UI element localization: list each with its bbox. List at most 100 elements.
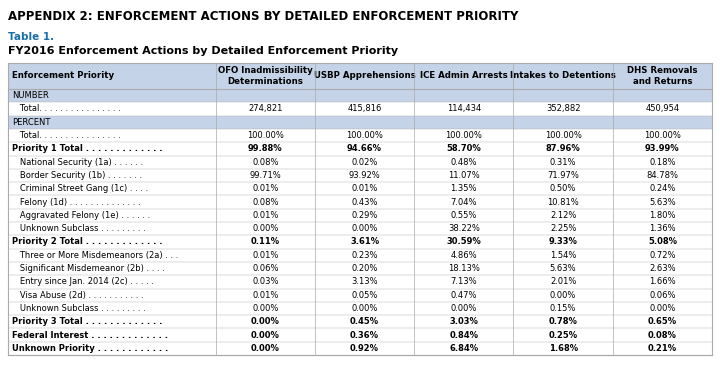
Text: 5.08%: 5.08% — [648, 237, 677, 247]
Text: 94.66%: 94.66% — [347, 144, 382, 153]
Text: 0.00%: 0.00% — [252, 224, 279, 233]
Text: 0.65%: 0.65% — [648, 317, 677, 326]
Bar — [8, 328, 712, 342]
Bar — [8, 182, 712, 195]
Text: Intakes to Detentions: Intakes to Detentions — [510, 71, 616, 81]
Text: 3.13%: 3.13% — [351, 277, 378, 286]
Text: Enforcement Priority: Enforcement Priority — [12, 71, 114, 81]
Bar — [8, 302, 712, 315]
Text: 0.00%: 0.00% — [251, 344, 280, 353]
Text: PERCENT: PERCENT — [12, 118, 50, 127]
Text: Priority 3 Total . . . . . . . . . . . . .: Priority 3 Total . . . . . . . . . . . .… — [12, 317, 163, 326]
Text: 0.02%: 0.02% — [351, 158, 378, 167]
Text: 0.05%: 0.05% — [351, 291, 378, 300]
Text: 274,821: 274,821 — [248, 104, 282, 113]
Text: 0.08%: 0.08% — [648, 331, 677, 339]
Text: 99.88%: 99.88% — [248, 144, 283, 153]
Text: Table 1.: Table 1. — [8, 32, 54, 42]
Text: 93.99%: 93.99% — [645, 144, 680, 153]
Text: 2.12%: 2.12% — [550, 211, 576, 220]
Text: 0.06%: 0.06% — [649, 291, 675, 300]
Bar — [8, 89, 712, 102]
Text: 1.36%: 1.36% — [649, 224, 675, 233]
Text: 0.72%: 0.72% — [649, 251, 675, 260]
Text: 0.21%: 0.21% — [648, 344, 677, 353]
Text: 0.29%: 0.29% — [351, 211, 378, 220]
Text: 30.59%: 30.59% — [446, 237, 481, 247]
Bar — [8, 63, 712, 89]
Text: Criminal Street Gang (1c) . . . .: Criminal Street Gang (1c) . . . . — [12, 184, 148, 193]
Bar — [8, 209, 712, 222]
Text: 11.07%: 11.07% — [448, 171, 480, 180]
Text: 0.01%: 0.01% — [252, 251, 279, 260]
Text: 2.01%: 2.01% — [550, 277, 576, 286]
Bar — [8, 102, 712, 116]
Text: Aggravated Felony (1e) . . . . . .: Aggravated Felony (1e) . . . . . . — [12, 211, 150, 220]
Text: 352,882: 352,882 — [546, 104, 580, 113]
Text: 1.80%: 1.80% — [649, 211, 675, 220]
Text: 0.06%: 0.06% — [252, 264, 279, 273]
Text: Significant Misdemeanor (2b) . . . .: Significant Misdemeanor (2b) . . . . — [12, 264, 165, 273]
Text: 0.08%: 0.08% — [252, 197, 279, 207]
Text: 3.61%: 3.61% — [350, 237, 379, 247]
Text: 10.81%: 10.81% — [547, 197, 579, 207]
Text: 58.70%: 58.70% — [446, 144, 481, 153]
Text: 3.03%: 3.03% — [449, 317, 478, 326]
Text: USBP Apprehensions: USBP Apprehensions — [314, 71, 415, 81]
Text: 7.04%: 7.04% — [451, 197, 477, 207]
Text: 84.78%: 84.78% — [647, 171, 678, 180]
Text: 93.92%: 93.92% — [348, 171, 380, 180]
Text: 450,954: 450,954 — [645, 104, 680, 113]
Text: 100.00%: 100.00% — [346, 131, 383, 140]
Text: Unknown Subclass . . . . . . . . .: Unknown Subclass . . . . . . . . . — [12, 224, 145, 233]
Text: Unknown Priority . . . . . . . . . . . .: Unknown Priority . . . . . . . . . . . . — [12, 344, 168, 353]
Text: 415,816: 415,816 — [347, 104, 382, 113]
Text: Federal Interest . . . . . . . . . . . . .: Federal Interest . . . . . . . . . . . .… — [12, 331, 168, 339]
Text: 0.31%: 0.31% — [550, 158, 576, 167]
Text: 9.33%: 9.33% — [549, 237, 577, 247]
Bar — [8, 288, 712, 302]
Text: Entry since Jan. 2014 (2c) . . . . .: Entry since Jan. 2014 (2c) . . . . . — [12, 277, 154, 286]
Text: 100.00%: 100.00% — [247, 131, 284, 140]
Text: 1.68%: 1.68% — [549, 344, 577, 353]
Text: 87.96%: 87.96% — [546, 144, 580, 153]
Bar — [8, 275, 712, 288]
Text: Priority 2 Total . . . . . . . . . . . . .: Priority 2 Total . . . . . . . . . . . .… — [12, 237, 163, 247]
Text: 4.86%: 4.86% — [451, 251, 477, 260]
Text: Total. . . . . . . . . . . . . . . .: Total. . . . . . . . . . . . . . . . — [12, 104, 121, 113]
Text: 0.00%: 0.00% — [550, 291, 576, 300]
Text: APPENDIX 2: ENFORCEMENT ACTIONS BY DETAILED ENFORCEMENT PRIORITY: APPENDIX 2: ENFORCEMENT ACTIONS BY DETAI… — [8, 10, 518, 23]
Text: NUMBER: NUMBER — [12, 91, 49, 100]
Text: National Security (1a) . . . . . .: National Security (1a) . . . . . . — [12, 158, 143, 167]
Text: Felony (1d) . . . . . . . . . . . . . .: Felony (1d) . . . . . . . . . . . . . . — [12, 197, 140, 207]
Text: 0.48%: 0.48% — [451, 158, 477, 167]
Text: 0.18%: 0.18% — [649, 158, 675, 167]
Text: 0.47%: 0.47% — [451, 291, 477, 300]
Text: 71.97%: 71.97% — [547, 171, 579, 180]
Text: 38.22%: 38.22% — [448, 224, 480, 233]
Text: 2.25%: 2.25% — [550, 224, 576, 233]
Text: Three or More Misdemeanors (2a) . . .: Three or More Misdemeanors (2a) . . . — [12, 251, 179, 260]
Bar — [8, 129, 712, 142]
Bar — [8, 222, 712, 235]
Text: 0.00%: 0.00% — [351, 304, 378, 313]
Bar — [8, 169, 712, 182]
Text: 0.08%: 0.08% — [252, 158, 279, 167]
Text: 0.01%: 0.01% — [351, 184, 378, 193]
Text: 0.01%: 0.01% — [252, 184, 279, 193]
Text: 1.66%: 1.66% — [649, 277, 675, 286]
Text: 0.55%: 0.55% — [451, 211, 477, 220]
Bar — [8, 116, 712, 129]
Text: 1.35%: 1.35% — [451, 184, 477, 193]
Text: 1.54%: 1.54% — [550, 251, 576, 260]
Text: 99.71%: 99.71% — [249, 171, 282, 180]
Bar — [8, 248, 712, 262]
Text: 100.00%: 100.00% — [644, 131, 681, 140]
Text: 0.01%: 0.01% — [252, 211, 279, 220]
Text: 18.13%: 18.13% — [448, 264, 480, 273]
Text: Unknown Subclass . . . . . . . . .: Unknown Subclass . . . . . . . . . — [12, 304, 145, 313]
Text: 0.92%: 0.92% — [350, 344, 379, 353]
Text: 0.00%: 0.00% — [251, 331, 280, 339]
Bar — [8, 342, 712, 355]
Text: 7.13%: 7.13% — [451, 277, 477, 286]
